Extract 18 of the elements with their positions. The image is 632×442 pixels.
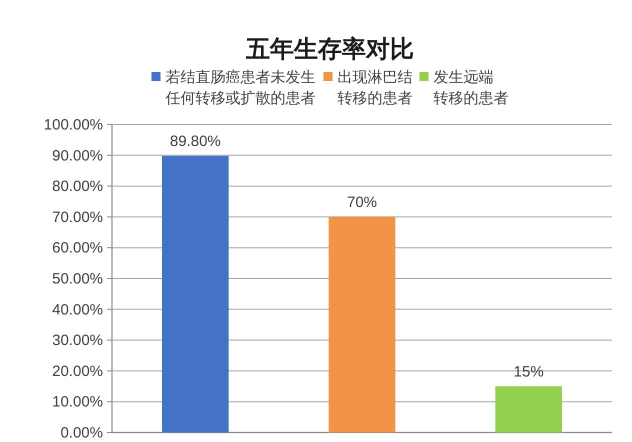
ytick-label: 60.00%	[52, 240, 103, 257]
legend-label: 若结直肠癌患者未发生任何转移或扩散的患者	[166, 69, 316, 107]
ytick-label: 50.00%	[52, 270, 103, 288]
value-label: 15%	[514, 363, 544, 380]
ytick-label: 30.00%	[52, 332, 103, 350]
ytick-label: 40.00%	[52, 301, 103, 318]
ytick-label: 90.00%	[52, 147, 103, 164]
ytick-label: 100.00%	[44, 116, 103, 134]
ytick-label: 70.00%	[52, 208, 103, 226]
ytick-label: 20.00%	[52, 362, 103, 380]
legend-label: 发生远端转移的患者	[434, 69, 508, 107]
value-label: 70%	[346, 194, 378, 211]
ytick-label: 80.00%	[52, 178, 103, 196]
ytick-label: 0.00%	[60, 424, 103, 442]
legend-label: 出现淋巴结转移的患者	[338, 69, 412, 107]
title: 五年生存率对比	[246, 36, 414, 63]
value-label: 89.80%	[170, 132, 221, 150]
ytick-label: 10.00%	[52, 394, 103, 411]
